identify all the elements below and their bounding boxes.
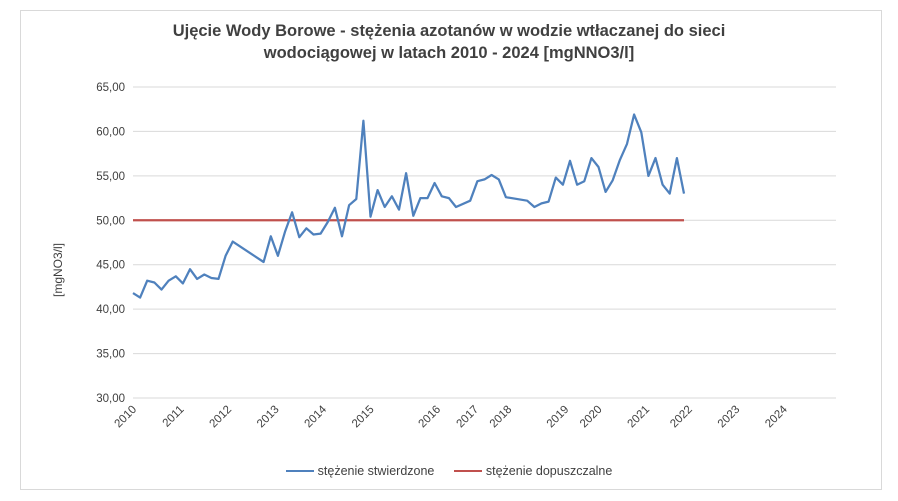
legend-item-measured: stężenie stwierdzone xyxy=(285,464,435,478)
chart-frame xyxy=(20,10,882,490)
y-tick-label: 40,00 xyxy=(96,304,125,316)
x-tick-label: 2012 xyxy=(208,404,235,431)
y-tick-label: 30,00 xyxy=(96,393,125,405)
y-tick-label: 45,00 xyxy=(96,260,125,272)
x-tick-label: 2010 xyxy=(113,404,140,431)
legend: stężenie stwierdzone stężenie dopuszczal… xyxy=(0,461,898,478)
chart-title-line-1: Ujęcie Wody Borowe - stężenia azotanów w… xyxy=(172,22,726,40)
x-tick-label: 2016 xyxy=(417,404,444,431)
legend-item-permitted: stężenie dopuszczalne xyxy=(453,464,613,478)
legend-label-permitted: stężenie dopuszczalne xyxy=(485,464,613,478)
x-tick-label: 2018 xyxy=(488,404,515,431)
legend-swatch-measured xyxy=(285,470,314,472)
y-tick-label: 60,00 xyxy=(96,126,125,138)
y-tick-label: 65,00 xyxy=(96,82,125,94)
y-tick-label: 35,00 xyxy=(96,349,125,361)
x-tick-label: 2017 xyxy=(455,404,482,431)
x-tick-label: 2024 xyxy=(763,403,790,430)
y-axis-ticks: 30,00 35,00 40,00 45,00 50,00 55,00 60,00 65,00 xyxy=(96,82,125,405)
x-tick-label: 2021 xyxy=(626,404,653,431)
x-tick-label: 2011 xyxy=(161,404,187,430)
x-tick-label: 2014 xyxy=(303,403,330,430)
x-axis-ticks: 2010 2011 2012 2013 2014 2015 2016 2017 2018 2019… xyxy=(113,403,791,430)
x-tick-label: 2019 xyxy=(545,404,572,431)
x-tick-label: 2020 xyxy=(578,404,605,431)
gridlines xyxy=(133,86,836,399)
x-tick-label: 2013 xyxy=(255,404,282,431)
chart-title-line-2: wodociągowej w latach 2010 - 2024 [mgNNO… xyxy=(263,44,635,62)
series-line xyxy=(132,113,686,299)
x-tick-label: 2015 xyxy=(350,404,377,431)
data-series xyxy=(132,113,686,299)
y-axis-label: [mgNO3/l] xyxy=(51,243,65,297)
legend-label-measured: stężenie stwierdzone xyxy=(317,464,435,478)
x-tick-label: 2022 xyxy=(668,404,695,431)
y-tick-label: 55,00 xyxy=(96,171,125,183)
legend-swatch-permitted xyxy=(453,470,482,472)
chart-title: Ujęcie Wody Borowe - stężenia azotanów w… xyxy=(0,20,898,64)
x-tick-label: 2023 xyxy=(716,404,743,431)
y-tick-label: 50,00 xyxy=(96,215,125,227)
